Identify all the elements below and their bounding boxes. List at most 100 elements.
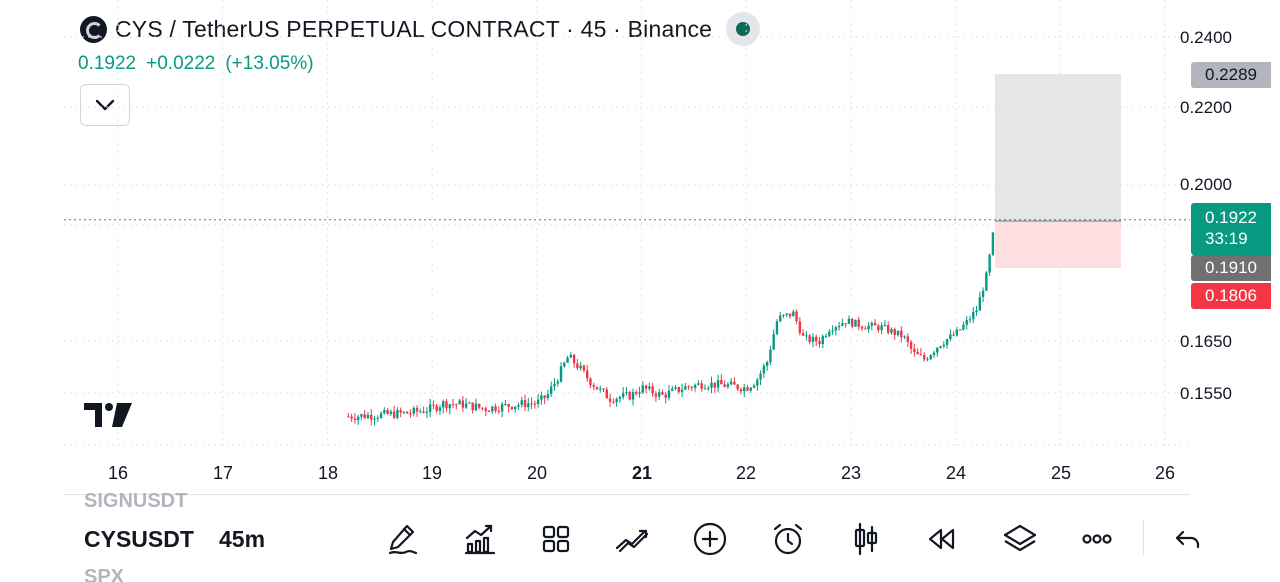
more-icon	[1082, 534, 1112, 544]
stop-zone	[995, 221, 1121, 268]
symbol-next[interactable]: SPX	[84, 566, 125, 582]
candles-icon	[854, 522, 878, 556]
layouts-button[interactable]	[536, 519, 576, 559]
time-axis-label: 22	[735, 463, 757, 483]
candle-up	[775, 321, 779, 335]
more-button[interactable]	[1077, 519, 1117, 559]
candle-up	[684, 386, 687, 390]
candle-down	[494, 406, 497, 411]
candle-up	[867, 325, 870, 330]
candle-down	[893, 329, 896, 335]
candle-up	[903, 336, 906, 338]
candle-up	[880, 325, 883, 331]
candle-down	[873, 322, 877, 326]
price-axis-label: 0.2200	[1180, 98, 1232, 117]
candle-up	[569, 354, 573, 358]
candle-up	[458, 400, 461, 405]
last-price: 0.1922	[78, 53, 137, 74]
candle-down	[818, 341, 821, 345]
candle-up	[831, 330, 834, 332]
candle-up	[981, 290, 985, 298]
candle-down	[523, 400, 527, 408]
draw-button[interactable]	[383, 519, 423, 559]
candle-up	[621, 392, 625, 398]
candle-up	[491, 406, 494, 412]
replay-button[interactable]	[922, 519, 962, 559]
candle-up	[556, 381, 559, 384]
candle-up	[759, 373, 762, 380]
candle-down	[913, 348, 916, 352]
collapse-legend-button[interactable]	[80, 84, 130, 126]
divider	[64, 494, 1190, 495]
candle-down	[363, 414, 366, 419]
indicators-button[interactable]	[460, 519, 500, 559]
candle-up	[965, 320, 968, 325]
candle-up	[517, 404, 520, 407]
add-icon	[693, 522, 727, 556]
candle-up	[667, 390, 671, 398]
candle-up	[890, 329, 893, 333]
time-axis-label: 26	[1154, 463, 1176, 483]
compare-button[interactable]	[613, 519, 653, 559]
candle-up	[870, 322, 874, 326]
symbol-prev[interactable]: SIGNUSDT	[84, 490, 188, 512]
candle-up	[854, 319, 857, 327]
candle-down	[808, 335, 811, 342]
candle-down	[543, 395, 546, 399]
layers-button[interactable]	[1000, 519, 1040, 559]
candle-up	[985, 272, 988, 291]
candle-up	[743, 387, 746, 392]
candle-down	[497, 410, 501, 412]
candle-down	[370, 414, 373, 420]
candle-up	[474, 403, 478, 411]
add-button[interactable]	[690, 519, 730, 559]
time-axis-label: 19	[421, 463, 443, 483]
candle-down	[455, 404, 458, 406]
target-zone	[995, 74, 1121, 220]
candle-up	[500, 404, 504, 412]
candle-down	[700, 383, 703, 389]
candle-down	[451, 404, 455, 406]
candle-up	[726, 384, 730, 387]
candle-up	[779, 315, 782, 322]
candle-up	[929, 355, 932, 360]
market-status-indicator[interactable]	[726, 12, 761, 46]
bar-countdown: 33:19	[1205, 229, 1248, 248]
candle-up	[896, 330, 900, 335]
candle-up	[792, 311, 795, 317]
toolbar-divider	[1143, 520, 1144, 556]
candle-up	[648, 386, 651, 389]
price-chart[interactable]	[0, 0, 1190, 460]
candle-down	[487, 410, 491, 412]
symbol-current[interactable]: CYSUSDT	[84, 526, 194, 552]
candle-down	[864, 328, 867, 330]
candle-up	[883, 324, 887, 326]
candle-up	[821, 336, 824, 345]
candle-down	[664, 394, 667, 398]
candle-down	[576, 363, 579, 369]
candle-up	[693, 384, 697, 388]
candle-up	[599, 388, 602, 390]
candle-up	[824, 335, 828, 337]
candle-up	[638, 392, 641, 394]
candle-up	[579, 365, 582, 369]
candle-up	[765, 362, 769, 366]
indicators-icon	[464, 524, 496, 555]
candle-up	[769, 349, 772, 363]
candle-up	[926, 359, 929, 361]
candle-down	[815, 336, 818, 342]
alert-button[interactable]	[768, 519, 808, 559]
candle-up	[949, 334, 952, 340]
undo-button[interactable]	[1168, 519, 1208, 559]
candle-down	[909, 341, 913, 349]
candle-down	[877, 325, 880, 331]
candle-down	[484, 408, 487, 411]
candle-up	[988, 254, 991, 273]
chart-type-button[interactable]	[846, 519, 886, 559]
candle-up	[468, 402, 471, 404]
candle-down	[654, 393, 658, 397]
candle-down	[478, 403, 481, 408]
candle-up	[716, 380, 720, 388]
current-price-tag: 0.1922 33:19	[1191, 203, 1271, 255]
interval-selector[interactable]: 45m	[219, 526, 266, 552]
